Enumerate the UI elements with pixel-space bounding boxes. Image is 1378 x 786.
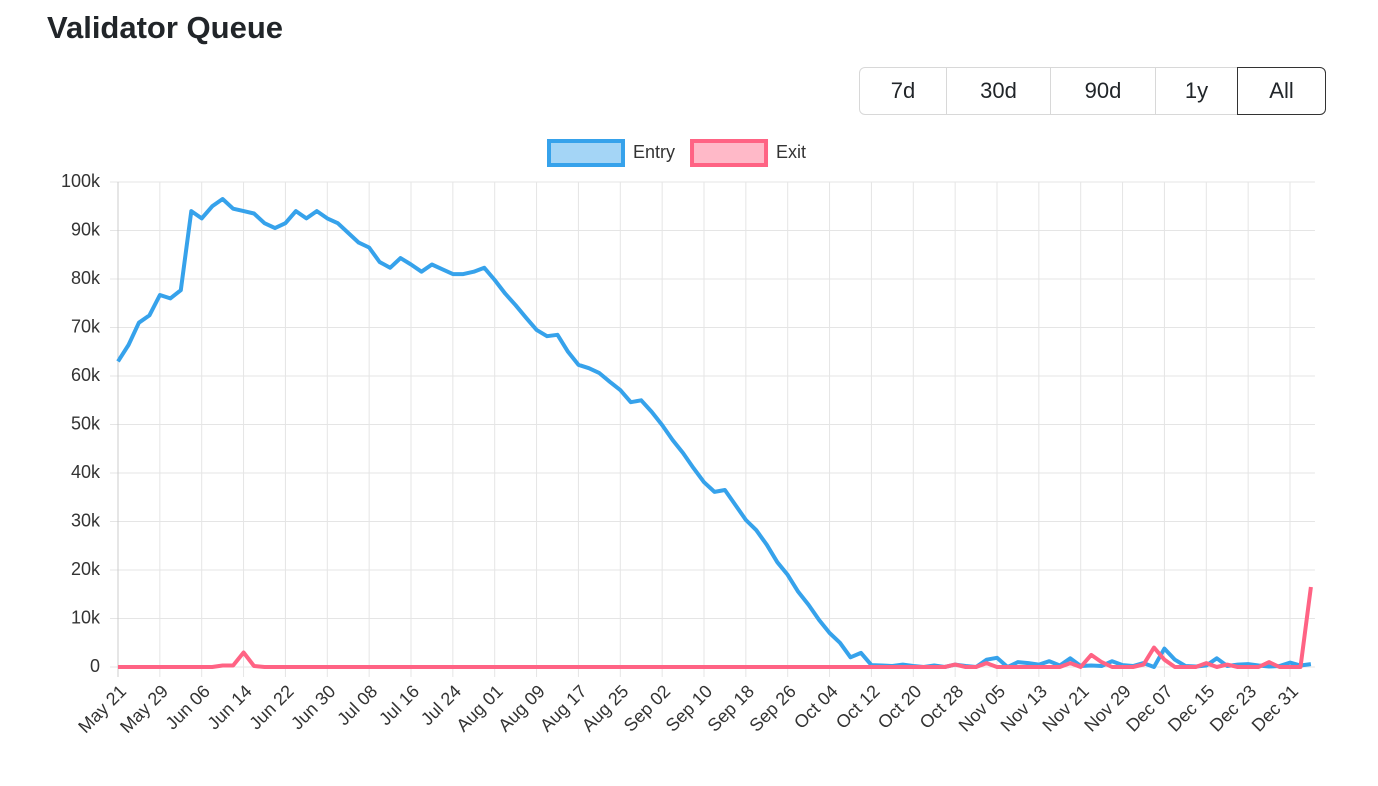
y-tick-label: 10k — [71, 607, 101, 627]
range-button[interactable]: 7d — [859, 67, 947, 115]
x-tick-label: Oct 20 — [874, 681, 926, 733]
y-tick-label: 80k — [71, 268, 101, 288]
legend-label: Entry — [633, 142, 675, 162]
y-tick-label: 100k — [61, 171, 101, 191]
x-tick-label: Jun 30 — [287, 681, 339, 733]
y-tick-label: 60k — [71, 365, 101, 385]
y-tick-label: 90k — [71, 219, 101, 239]
x-tick-label: Aug 17 — [536, 681, 590, 735]
x-tick-label: Sep 10 — [662, 681, 716, 735]
y-tick-label: 0 — [90, 656, 100, 676]
x-tick-label: Oct 12 — [832, 681, 884, 733]
y-tick-label: 50k — [71, 413, 101, 433]
x-tick-label: Aug 09 — [494, 681, 548, 735]
x-tick-label: Nov 05 — [955, 681, 1009, 735]
x-tick-label: Jun 06 — [162, 681, 214, 733]
legend-swatch — [547, 139, 625, 167]
page-title: Validator Queue — [47, 10, 284, 45]
x-tick-label: Dec 31 — [1248, 681, 1302, 735]
x-tick-label: Aug 25 — [578, 681, 632, 735]
y-tick-label: 30k — [71, 510, 101, 530]
x-tick-label: Nov 29 — [1080, 681, 1134, 735]
x-tick-label: Dec 15 — [1164, 681, 1218, 735]
x-tick-label: Oct 04 — [790, 681, 842, 733]
series-line — [116, 197, 1312, 669]
legend-swatch — [690, 139, 769, 167]
legend-label: Exit — [776, 142, 806, 162]
x-tick-label: Sep 18 — [704, 681, 758, 735]
x-tick-label: Nov 13 — [997, 681, 1051, 735]
x-tick-label: Dec 23 — [1206, 681, 1260, 735]
range-button[interactable]: 1y — [1155, 67, 1238, 115]
x-tick-label: Sep 26 — [745, 681, 799, 735]
x-tick-label: Sep 02 — [620, 681, 674, 735]
x-tick-label: Aug 01 — [452, 681, 506, 735]
x-tick-label: Jun 14 — [203, 681, 255, 733]
range-buttons: 7d 30d 90d 1y All — [859, 67, 1326, 115]
series-line — [118, 586, 1313, 669]
x-tick-label: May 29 — [116, 681, 172, 737]
x-tick-label: Jun 22 — [245, 681, 297, 733]
x-tick-label: Dec 07 — [1122, 681, 1176, 735]
y-tick-label: 20k — [71, 559, 101, 579]
y-tick-label: 40k — [71, 462, 101, 482]
x-tick-label: Jul 08 — [333, 681, 381, 729]
x-tick-label: Jul 16 — [375, 681, 423, 729]
range-button[interactable]: 90d — [1050, 67, 1156, 115]
y-tick-label: 70k — [71, 316, 101, 336]
range-button[interactable]: All — [1237, 67, 1326, 115]
x-tick-label: Nov 21 — [1038, 681, 1092, 735]
